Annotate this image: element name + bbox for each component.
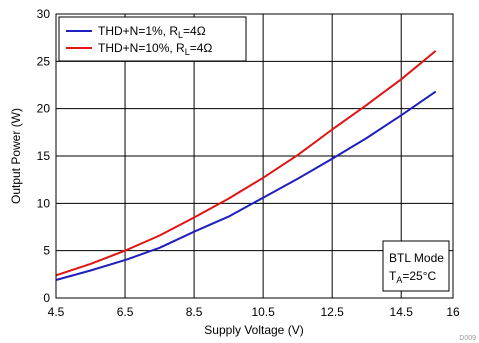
x-tick-label: 4.5 [48, 305, 65, 319]
x-tick-label: 10.5 [251, 305, 275, 319]
y-tick-label: 0 [43, 291, 50, 305]
x-tick-label: 14.5 [390, 305, 414, 319]
y-tick-label: 5 [43, 244, 50, 258]
x-tick-label: 6.5 [117, 305, 134, 319]
figure-code: D009 [459, 335, 476, 342]
annotation-temperature: TA=25°C [389, 269, 437, 285]
series-line-2 [55, 50, 437, 277]
y-tick-label: 15 [37, 149, 51, 163]
annotation-frame [382, 240, 450, 292]
y-tick-label: 30 [37, 7, 51, 21]
legend-box [58, 16, 247, 62]
legend-label-series-2: THD+N=10%, RL=4Ω [98, 41, 212, 57]
y-tick-label: 25 [37, 54, 51, 68]
x-tick-labels: 4.5 6.5 8.5 10.5 12.5 14.5 16 [48, 305, 460, 319]
plot-frame [55, 13, 454, 299]
x-tick-label: 12.5 [320, 305, 344, 319]
legend-label-series-1: THD+N=1%, RL=4Ω [98, 24, 206, 40]
y-tick-labels: 0 5 10 15 20 25 30 [37, 7, 51, 305]
series-layer [55, 50, 437, 281]
annotation-box: BTL Mode TA=25°C [382, 240, 450, 292]
grid [56, 14, 453, 298]
annotation-mode: BTL Mode [389, 251, 444, 265]
y-tick-label: 20 [37, 102, 51, 116]
y-axis-label: Output Power (W) [9, 108, 23, 204]
series-line-1 [55, 90, 437, 281]
y-tick-label: 10 [37, 196, 51, 210]
x-axis-label: Supply Voltage (V) [204, 323, 303, 337]
legend: THD+N=1%, RL=4Ω THD+N=10%, RL=4Ω [58, 16, 247, 62]
x-tick-label: 16 [446, 305, 460, 319]
x-tick-label: 8.5 [186, 305, 203, 319]
